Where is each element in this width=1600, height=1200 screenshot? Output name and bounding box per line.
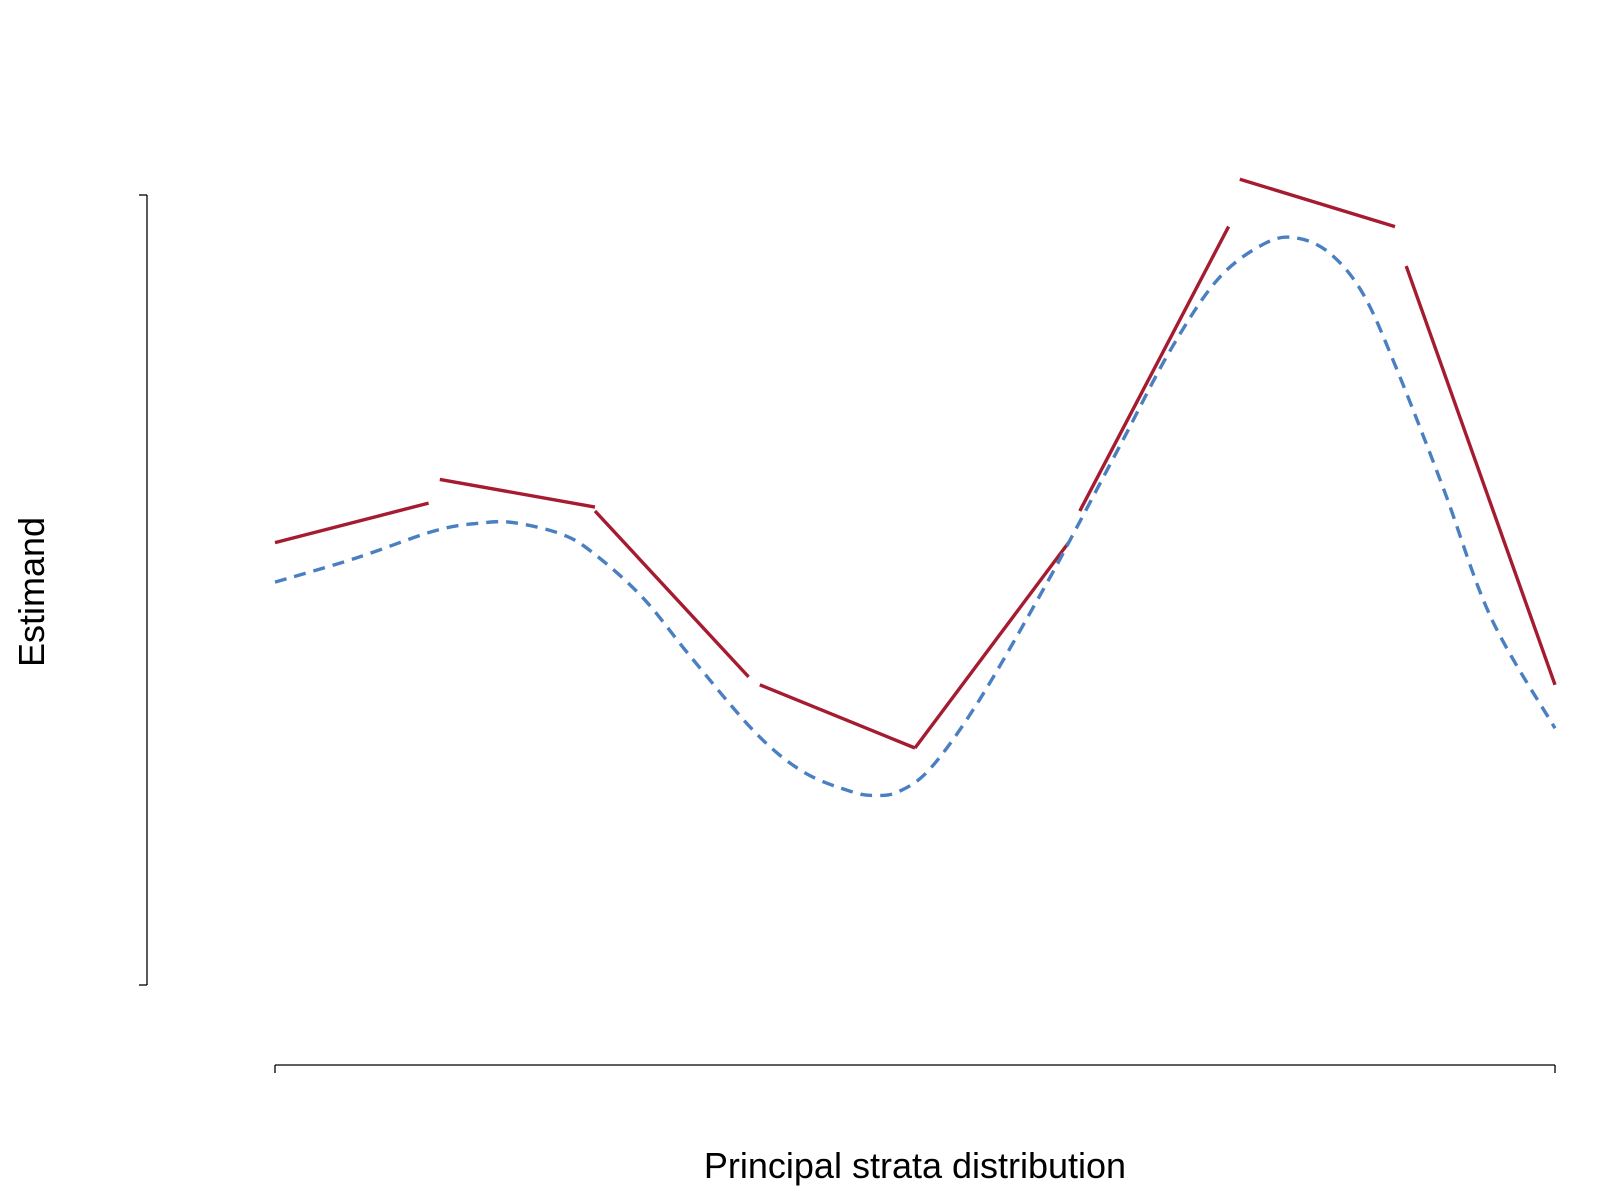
y-axis-label: Estimand <box>11 517 52 667</box>
y-axis <box>139 194 148 986</box>
plot-area <box>274 177 1557 798</box>
series-smooth-line <box>274 235 1557 798</box>
series-piecewise-segment-7 <box>1239 177 1396 229</box>
x-axis-label: Principal strata distribution <box>704 1145 1126 1186</box>
x-axis <box>274 1064 1556 1073</box>
series-smooth <box>274 235 1557 798</box>
series-piecewise-segment-1 <box>274 501 430 545</box>
series-piecewise <box>274 177 1557 750</box>
series-piecewise-segment-8 <box>1404 265 1557 686</box>
series-piecewise-segment-6 <box>1078 225 1231 512</box>
series-piecewise-segment-2 <box>439 477 596 509</box>
series-piecewise-segment-3 <box>593 509 750 679</box>
series-piecewise-segment-4 <box>759 683 916 750</box>
series-piecewise-segment-5 <box>913 541 1070 750</box>
